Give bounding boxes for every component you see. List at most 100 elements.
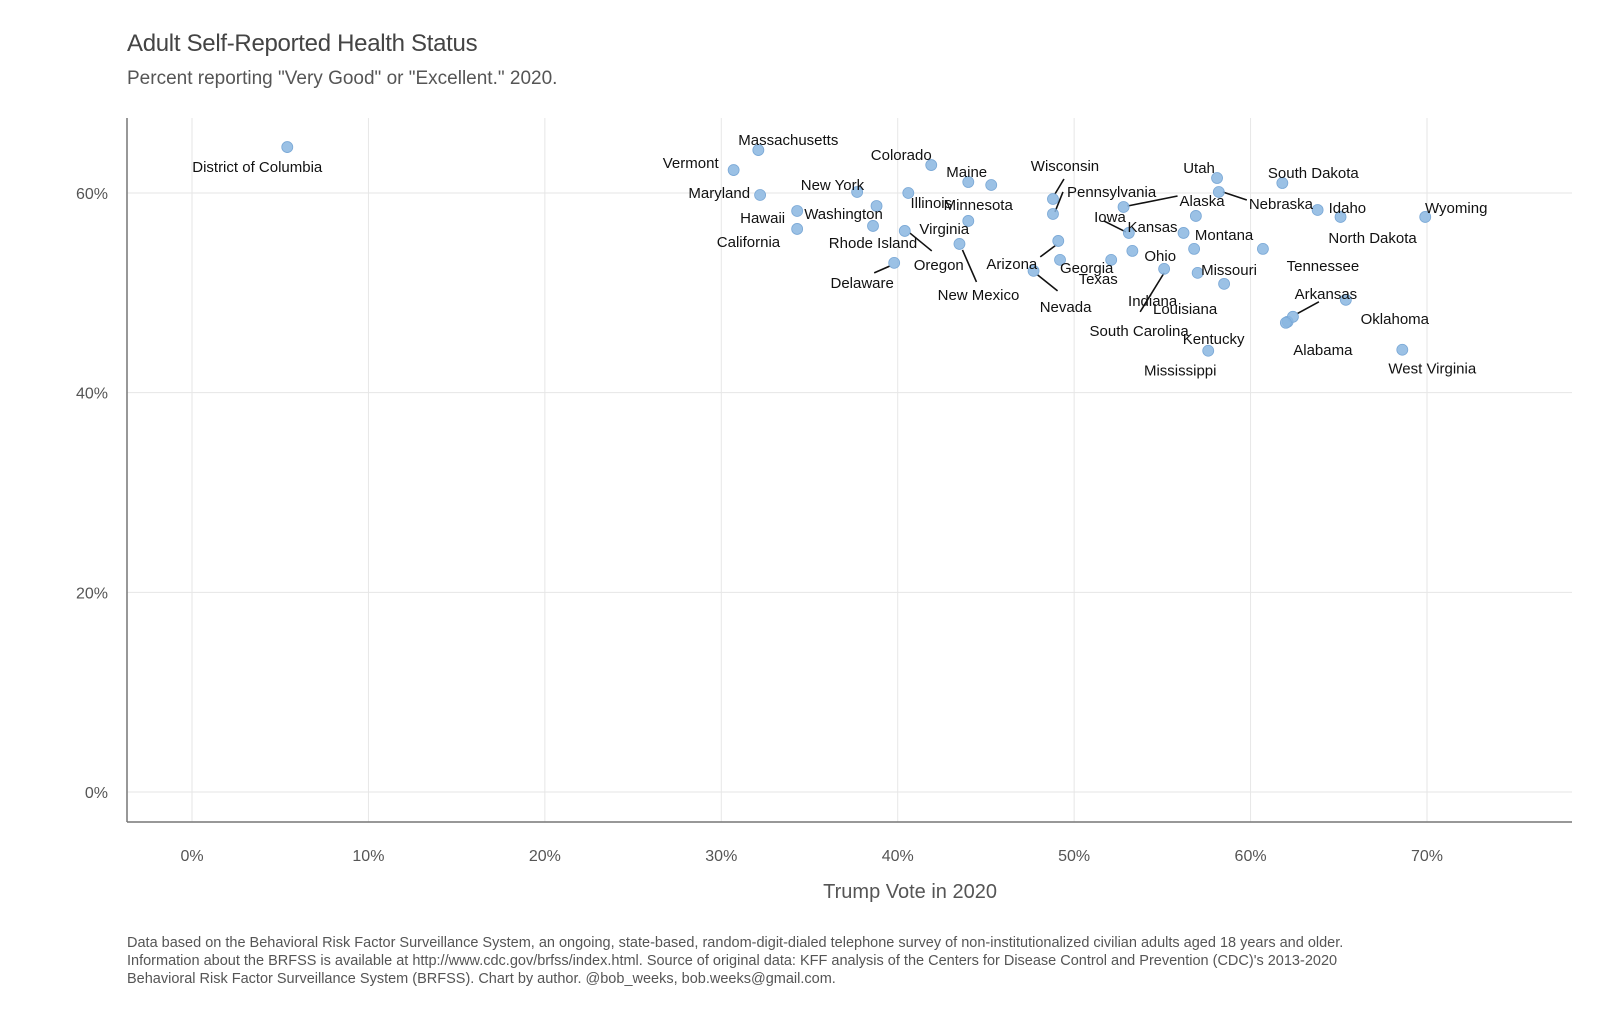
point-label: District of Columbia: [192, 159, 323, 176]
data-point: [1279, 316, 1292, 329]
grid-lines: [127, 118, 1572, 822]
x-tick-label: 0%: [180, 848, 203, 865]
data-point: [1047, 193, 1059, 205]
data-point: [1122, 227, 1135, 239]
label-leader-line: [1222, 191, 1248, 201]
point-label: Hawaii: [740, 210, 785, 227]
data-point: [1218, 277, 1231, 290]
point-label: South Carolina: [1090, 323, 1190, 340]
data-point: [1202, 344, 1215, 357]
chart-subtitle: Percent reporting "Very Good" or "Excell…: [127, 68, 558, 89]
label-leader-line: [1054, 191, 1064, 213]
data-point: [1027, 264, 1040, 277]
data-point: [1334, 211, 1347, 223]
point-label: Nevada: [1040, 299, 1092, 316]
point-label: Kansas: [1128, 219, 1178, 236]
point-label: Georgia: [1060, 260, 1114, 277]
data-point: [902, 187, 915, 199]
data-point: [754, 189, 766, 201]
data-point: [870, 200, 883, 212]
y-tick-label: 60%: [76, 186, 108, 203]
point-label: Virginia: [919, 221, 969, 238]
point-label: Montana: [1195, 227, 1254, 244]
label-leader-line: [909, 232, 933, 252]
y-tick-label: 20%: [76, 585, 108, 602]
data-point: [1126, 245, 1139, 257]
point-label: Kentucky: [1183, 331, 1245, 348]
point-label: Delaware: [830, 275, 893, 292]
data-point: [1311, 204, 1324, 216]
data-points: [281, 141, 1432, 357]
data-point: [1158, 262, 1171, 275]
data-point: [953, 238, 966, 250]
data-point: [791, 205, 804, 217]
data-point: [1105, 253, 1118, 266]
data-point: [1339, 293, 1352, 306]
point-label: North Dakota: [1328, 230, 1417, 247]
point-label: Tennessee: [1287, 258, 1360, 275]
data-point: [281, 141, 294, 153]
point-label: Alabama: [1293, 342, 1353, 359]
data-point: [867, 220, 879, 232]
x-tick-label: 20%: [529, 848, 561, 865]
point-label: West Virginia: [1388, 361, 1476, 378]
y-tick-label: 0%: [85, 785, 108, 802]
x-tick-label: 50%: [1058, 848, 1090, 865]
data-point: [962, 215, 975, 227]
data-point: [1047, 208, 1059, 220]
caption-line: Information about the BRFSS is available…: [127, 953, 1338, 969]
data-point: [1211, 172, 1223, 184]
label-leader-line: [961, 249, 978, 283]
x-tick-label: 60%: [1235, 848, 1267, 865]
point-label: Nebraska: [1249, 196, 1314, 213]
data-point: [1177, 227, 1190, 239]
data-point: [1191, 266, 1204, 279]
x-tick-label: 70%: [1411, 848, 1443, 865]
point-label: Texas: [1079, 271, 1118, 288]
point-label: Mississippi: [1144, 363, 1217, 380]
data-point: [851, 186, 864, 198]
x-tick-label: 40%: [882, 848, 914, 865]
data-point: [898, 225, 911, 237]
point-label: California: [717, 234, 781, 251]
data-point: [1257, 243, 1269, 255]
point-label: Oklahoma: [1361, 311, 1430, 328]
data-point: [752, 144, 765, 156]
point-label: Alaska: [1180, 193, 1226, 210]
point-label: Washington: [804, 206, 883, 223]
y-tick-label: 40%: [76, 386, 108, 403]
point-label: Indiana: [1128, 293, 1178, 310]
point-label: Rhode Island: [829, 235, 917, 252]
point-label: Arkansas: [1295, 286, 1358, 303]
data-point: [1189, 210, 1202, 222]
label-leader-line: [1139, 272, 1165, 313]
chart-caption: Data based on the Behavioral Risk Factor…: [127, 934, 1547, 988]
data-point: [985, 179, 998, 191]
data-point: [925, 159, 938, 171]
data-point: [1054, 253, 1066, 266]
data-point: [1188, 243, 1201, 255]
x-tick-label: 30%: [705, 848, 737, 865]
point-labels: District of Columbia Massachusetts Vermont…: [192, 132, 1487, 380]
point-label: New Mexico: [938, 287, 1020, 304]
data-point: [962, 176, 975, 188]
point-label: Massachusetts: [738, 132, 838, 149]
x-axis-title: Trump Vote in 2020: [823, 881, 997, 903]
label-leader-line: [1054, 178, 1065, 195]
data-point: [1117, 201, 1130, 213]
point-label: Colorado: [871, 147, 932, 164]
data-point: [1276, 177, 1289, 189]
point-label: Missouri: [1201, 262, 1257, 279]
point-label: New York: [801, 177, 865, 194]
axes: 0% 10% 20% 30% 40% 50% 60% 70% 0% 20% 40% 60%: [76, 118, 1572, 865]
point-label: Pennsylvania: [1067, 184, 1157, 201]
data-point: [1052, 235, 1065, 247]
point-label: Oregon: [914, 257, 964, 274]
data-point: [727, 164, 740, 176]
point-label: Maine: [946, 164, 987, 181]
point-label: Maryland: [688, 185, 750, 202]
data-point: [1396, 343, 1409, 356]
point-label: Illinois: [910, 195, 952, 212]
point-label: South Dakota: [1268, 165, 1360, 182]
